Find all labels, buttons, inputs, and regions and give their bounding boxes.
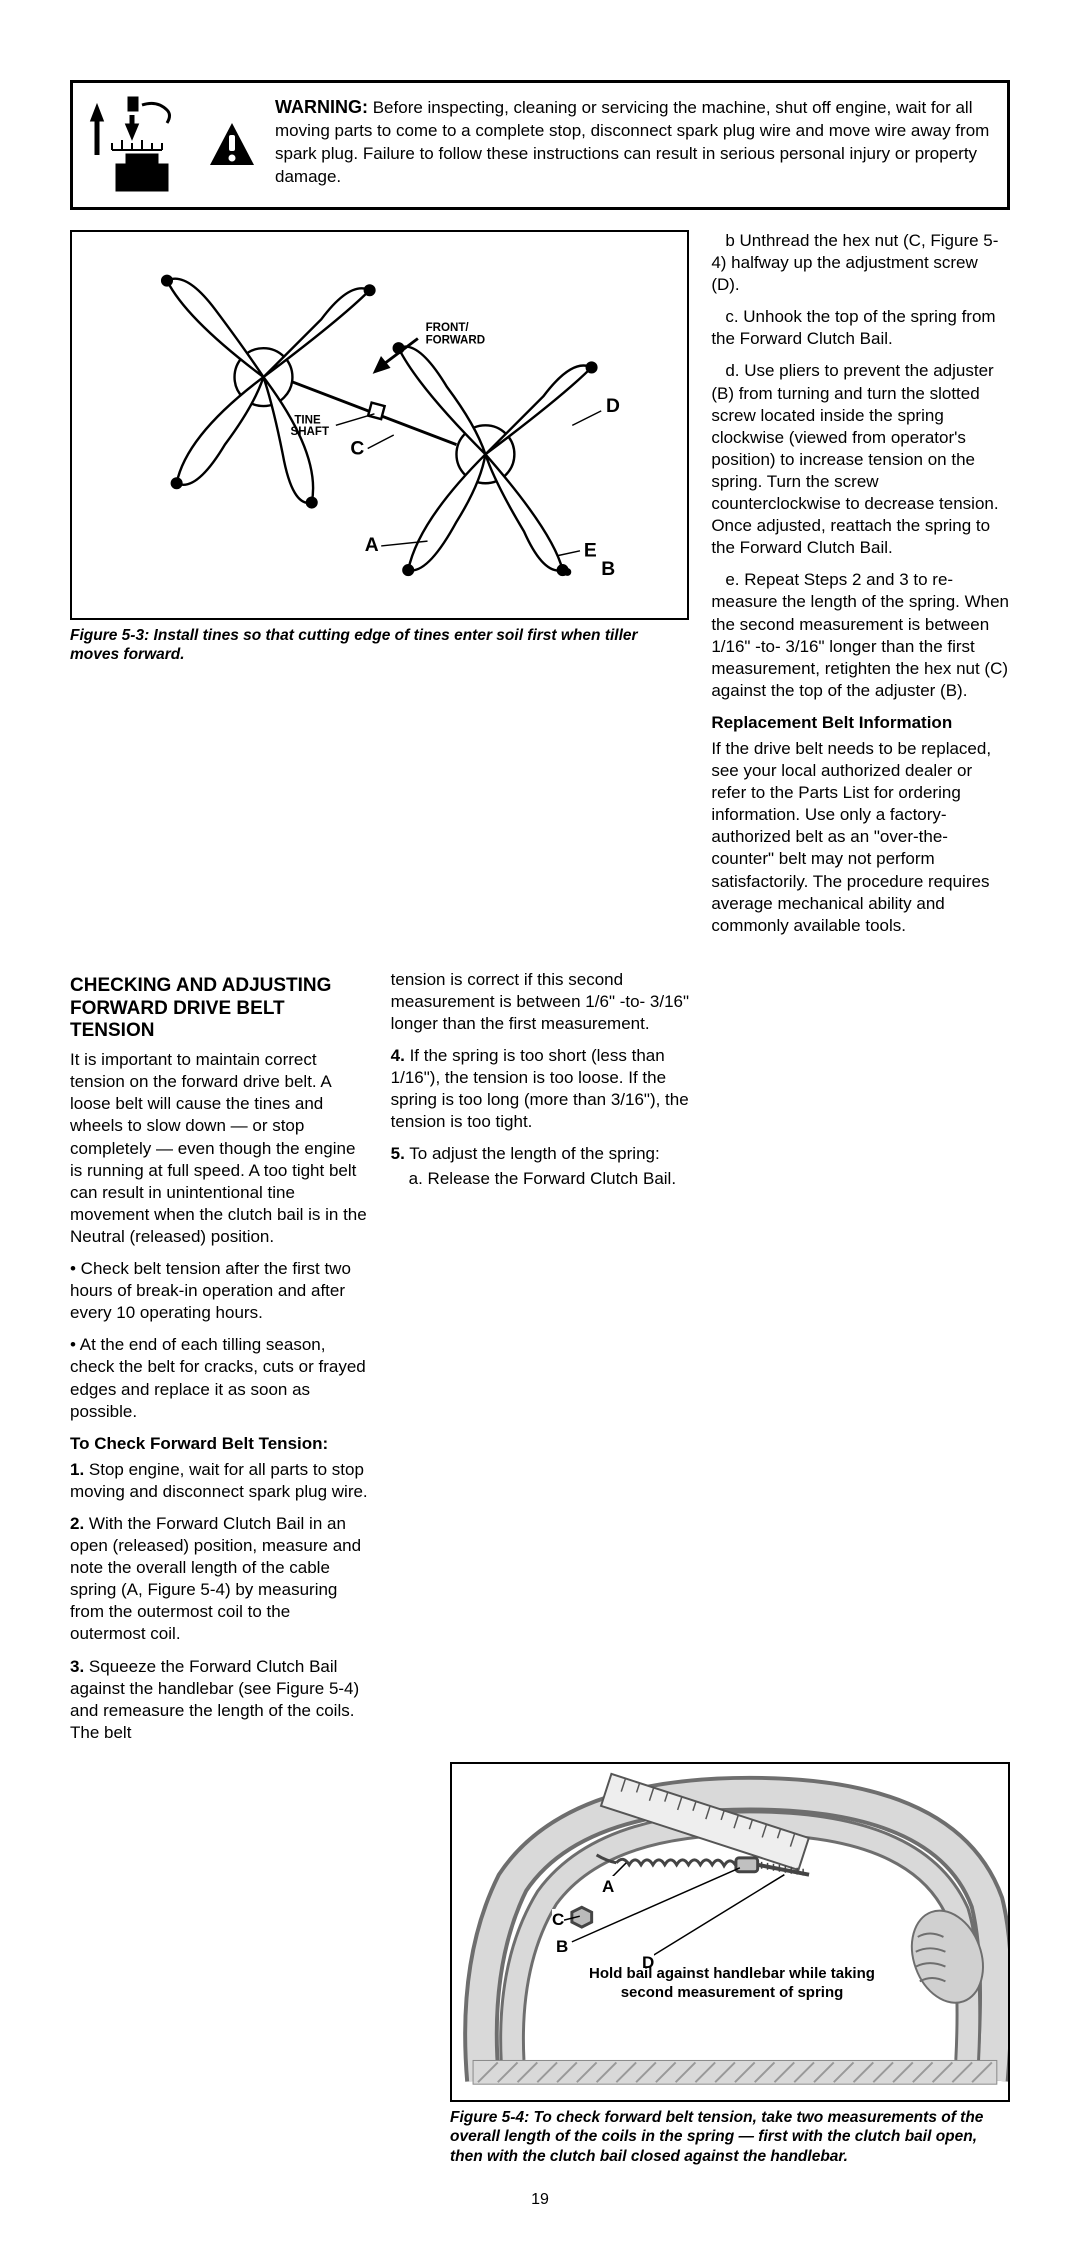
fig54-inner-text: Hold bail against handlebar while taking… (572, 1964, 892, 2003)
machine-off-icon (87, 95, 177, 195)
svg-text:SHAFT: SHAFT (291, 426, 330, 438)
bullet-2: • At the end of each tilling season, che… (70, 1334, 369, 1422)
bullet-1: • Check belt tension after the first two… (70, 1258, 369, 1324)
step-4: 4. If the spring is too short (less than… (391, 1045, 690, 1133)
svg-text:B: B (602, 559, 616, 580)
step-5c: c. Unhook the top of the spring from the… (711, 306, 1010, 350)
check-tension-heading: To Check Forward Belt Tension: (70, 1433, 369, 1455)
warning-label: WARNING: (275, 97, 368, 117)
step-3: 3. Squeeze the Forward Clutch Bail again… (70, 1656, 369, 1744)
column-left: CHECKING AND ADJUSTING FORWARD DRIVE BEL… (70, 969, 369, 1754)
intro-para: It is important to maintain correct tens… (70, 1049, 369, 1248)
step-5: 5. To adjust the length of the spring: (391, 1143, 690, 1165)
warning-text: WARNING: Before inspecting, cleaning or … (275, 95, 993, 189)
figure-5-3: FRONT/ FORWARD TINE SHAFT C D A E B (70, 230, 689, 620)
fig54-label-c: C (552, 1909, 564, 1931)
figure-5-4-caption: Figure 5-4: To check forward belt tensio… (450, 2108, 1010, 2166)
warning-icons (87, 95, 257, 195)
step-2: 2. With the Forward Clutch Bail in an op… (70, 1513, 369, 1646)
warning-triangle-icon (207, 120, 257, 170)
fig53-label-front: FRONT/ (426, 321, 470, 333)
svg-text:C: C (351, 438, 365, 459)
figure-5-4: A C B D Hold bail against handlebar whil… (450, 1762, 1010, 2102)
step-5b: b Unthread the hex nut (C, Figure 5-4) h… (711, 230, 1010, 296)
warning-box: WARNING: Before inspecting, cleaning or … (70, 80, 1010, 210)
column-right-top: b Unthread the hex nut (C, Figure 5-4) h… (711, 230, 1010, 947)
svg-text:A: A (365, 534, 379, 555)
step-3-cont: tension is correct if this second measur… (391, 969, 690, 1035)
svg-text:E: E (584, 540, 597, 561)
main-heading: CHECKING AND ADJUSTING FORWARD DRIVE BEL… (70, 975, 369, 1043)
replacement-belt-heading: Replacement Belt Information (711, 712, 1010, 734)
figure-5-4-wrap: A C B D Hold bail against handlebar whil… (450, 1762, 1010, 2166)
column-middle: tension is correct if this second measur… (391, 969, 690, 1754)
fig54-label-b: B (556, 1936, 568, 1958)
warning-body: Before inspecting, cleaning or servicing… (275, 98, 989, 186)
svg-text:D: D (606, 395, 620, 416)
svg-text:TINE: TINE (295, 414, 322, 426)
svg-text:FORWARD: FORWARD (426, 334, 486, 346)
page-number: 19 (70, 2190, 1010, 2211)
step-1: 1. Stop engine, wait for all parts to st… (70, 1459, 369, 1503)
figure-5-3-caption: Figure 5-3: Install tines so that cuttin… (70, 626, 689, 665)
step-5e: e. Repeat Steps 2 and 3 to re-measure th… (711, 569, 1010, 702)
replacement-belt-text: If the drive belt needs to be replaced, … (711, 738, 1010, 937)
fig54-label-a: A (602, 1876, 614, 1898)
step-5d: d. Use pliers to prevent the adjuster (B… (711, 360, 1010, 559)
step-5a: a. Release the Forward Clutch Bail. (391, 1168, 690, 1190)
